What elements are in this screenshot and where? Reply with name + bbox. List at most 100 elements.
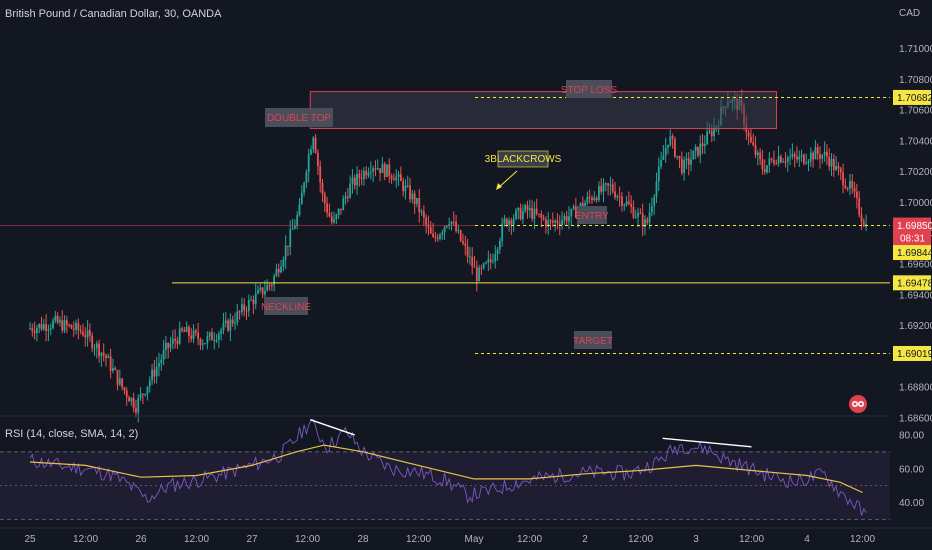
- stop-loss-label-bg: [566, 80, 612, 98]
- candle-body: [664, 147, 667, 156]
- candle-body: [441, 232, 444, 235]
- candle-body: [275, 268, 278, 276]
- candle-body: [372, 168, 375, 172]
- candle-body: [556, 220, 559, 224]
- candle-body: [367, 172, 370, 176]
- time-tick-label: 12:00: [184, 534, 209, 545]
- candle-body: [565, 216, 568, 222]
- entry-label-bg: [577, 206, 607, 224]
- candle-body: [132, 397, 135, 409]
- candle-body: [641, 213, 644, 227]
- candle-body: [683, 160, 686, 174]
- candle-body: [538, 213, 540, 215]
- candle-body: [227, 320, 229, 331]
- candle-body: [215, 339, 218, 341]
- candle-body: [420, 211, 423, 213]
- candle-body: [761, 159, 764, 170]
- candle-body: [422, 211, 425, 218]
- candle-body: [153, 369, 156, 377]
- candle-body: [270, 285, 273, 287]
- candle-body: [862, 221, 865, 227]
- candle-body: [473, 266, 476, 268]
- rsi-divergence-line[interactable]: [662, 437, 752, 448]
- candle-body: [409, 185, 411, 200]
- candle-body: [75, 323, 77, 330]
- candle-body: [351, 177, 354, 184]
- candle-body: [632, 206, 635, 218]
- candle-body: [213, 339, 216, 341]
- time-axis[interactable]: 25 12:00 26 12:00 27 12:00 28 12:00 May 12:00 2 12:…: [0, 527, 932, 545]
- candle-body: [713, 127, 715, 137]
- candle-body: [485, 262, 487, 264]
- time-tick-label: 2: [582, 534, 588, 545]
- candle-body: [826, 151, 828, 157]
- candle-body: [600, 186, 603, 192]
- current-price-tag: 1.69850: [897, 221, 932, 232]
- candle-body: [837, 165, 840, 169]
- candle-body: [432, 233, 434, 237]
- rsi-divergence-line[interactable]: [310, 419, 355, 436]
- rsi-tick-label: 80.00: [899, 430, 924, 441]
- candle-body: [855, 191, 858, 198]
- candle-body: [266, 285, 269, 291]
- target-price-tag-bg: [893, 345, 931, 361]
- candle-body: [614, 191, 616, 198]
- candle-body: [487, 259, 490, 263]
- candle-body: [816, 147, 819, 154]
- candle-body: [130, 397, 133, 402]
- candle-body: [70, 324, 73, 329]
- time-tick-label: 12:00: [628, 534, 653, 545]
- candle-body: [229, 319, 232, 331]
- candle-body: [158, 363, 160, 367]
- candle-body: [450, 221, 453, 224]
- candle-body: [261, 287, 264, 295]
- candle-body: [667, 144, 669, 148]
- candle-body: [121, 378, 124, 388]
- price-tick-label: 1.68600: [899, 414, 932, 425]
- time-tick-label: 25: [24, 534, 36, 545]
- candle-body: [310, 149, 312, 155]
- candle-body: [554, 220, 557, 223]
- candle-body: [42, 324, 45, 330]
- candle-body: [545, 219, 547, 227]
- candle-body: [835, 165, 838, 171]
- logo-badge[interactable]: [849, 395, 867, 413]
- candle-body: [478, 267, 481, 282]
- candle-body: [388, 164, 391, 177]
- candle-body: [222, 323, 225, 331]
- price-tick-label: 1.68800: [899, 383, 932, 394]
- candle-body: [144, 394, 147, 396]
- crows-arrow: [497, 170, 518, 189]
- candle-body: [118, 378, 121, 385]
- candle-body: [807, 161, 810, 163]
- candle-body: [469, 256, 471, 258]
- price-tick-label: 1.70800: [899, 75, 932, 86]
- neckline-label-bg: [264, 297, 308, 315]
- candle-body: [598, 186, 600, 201]
- candle-body: [475, 267, 478, 282]
- candle-body: [201, 343, 204, 345]
- candle-body: [697, 146, 699, 156]
- candle-body: [618, 196, 621, 198]
- candle-body: [356, 173, 358, 186]
- candle-body: [181, 328, 183, 331]
- candle-body: [457, 230, 460, 232]
- candle-body: [194, 330, 197, 333]
- double-top-label: DOUBLE TOP: [267, 113, 331, 124]
- candle-body: [637, 212, 639, 217]
- candle-body: [436, 237, 439, 240]
- candle-body: [247, 300, 250, 312]
- candle-body: [623, 204, 626, 206]
- candle-body: [38, 323, 41, 328]
- candle-body: [29, 328, 31, 330]
- candle-body: [547, 220, 550, 227]
- candle-body: [812, 152, 815, 160]
- stop-loss-label: STOP LOSS: [561, 85, 618, 96]
- candle-body: [568, 216, 570, 222]
- candle-body: [851, 180, 854, 188]
- candle-body: [199, 339, 202, 345]
- candle-body: [515, 210, 517, 219]
- bid-price-tag: 1.69844: [897, 248, 932, 259]
- time-tick-label: 27: [246, 534, 258, 545]
